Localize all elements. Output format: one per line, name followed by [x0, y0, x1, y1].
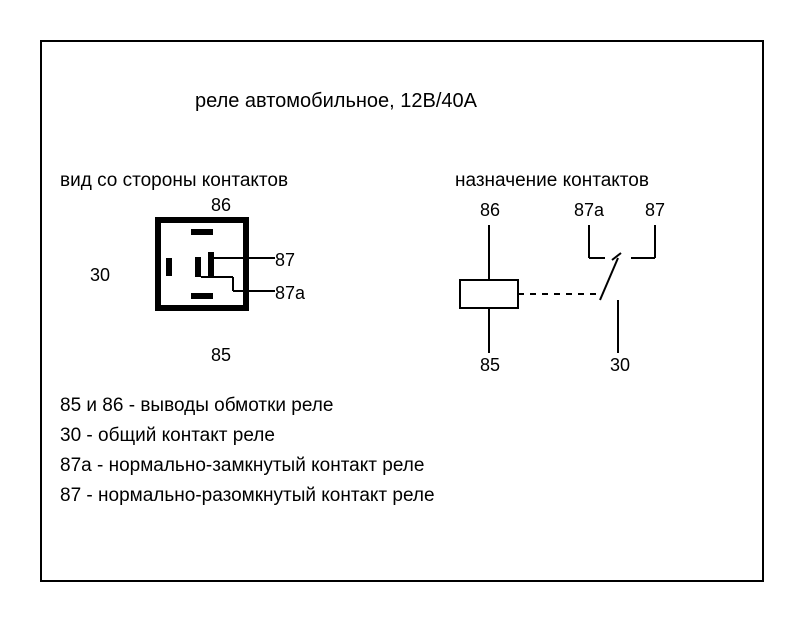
- schematic-label-86: 86: [480, 200, 500, 221]
- pin-label-87a: 87а: [275, 283, 305, 304]
- schematic-label-87: 87: [645, 200, 665, 221]
- schematic-diagram: [455, 225, 695, 375]
- pin-label-86: 86: [211, 195, 231, 216]
- pin-label-85: 85: [211, 345, 231, 366]
- legend-line: 87 - нормально-разомкнутый контакт реле: [60, 485, 435, 507]
- pin-label-87: 87: [275, 250, 295, 271]
- schematic-label-87a: 87а: [574, 200, 604, 221]
- pin-label-30: 30: [90, 265, 110, 286]
- pin-view-diagram: [125, 215, 275, 345]
- legend-line: 30 - общий контакт реле: [60, 425, 275, 447]
- legend-line: 85 и 86 - выводы обмотки реле: [60, 395, 333, 417]
- left-section-header: вид со стороны контактов: [60, 170, 288, 192]
- right-section-header: назначение контактов: [455, 170, 649, 192]
- diagram-title: реле автомобильное, 12В/40А: [195, 90, 477, 113]
- legend-line: 87а - нормально-замкнутый контакт реле: [60, 455, 424, 477]
